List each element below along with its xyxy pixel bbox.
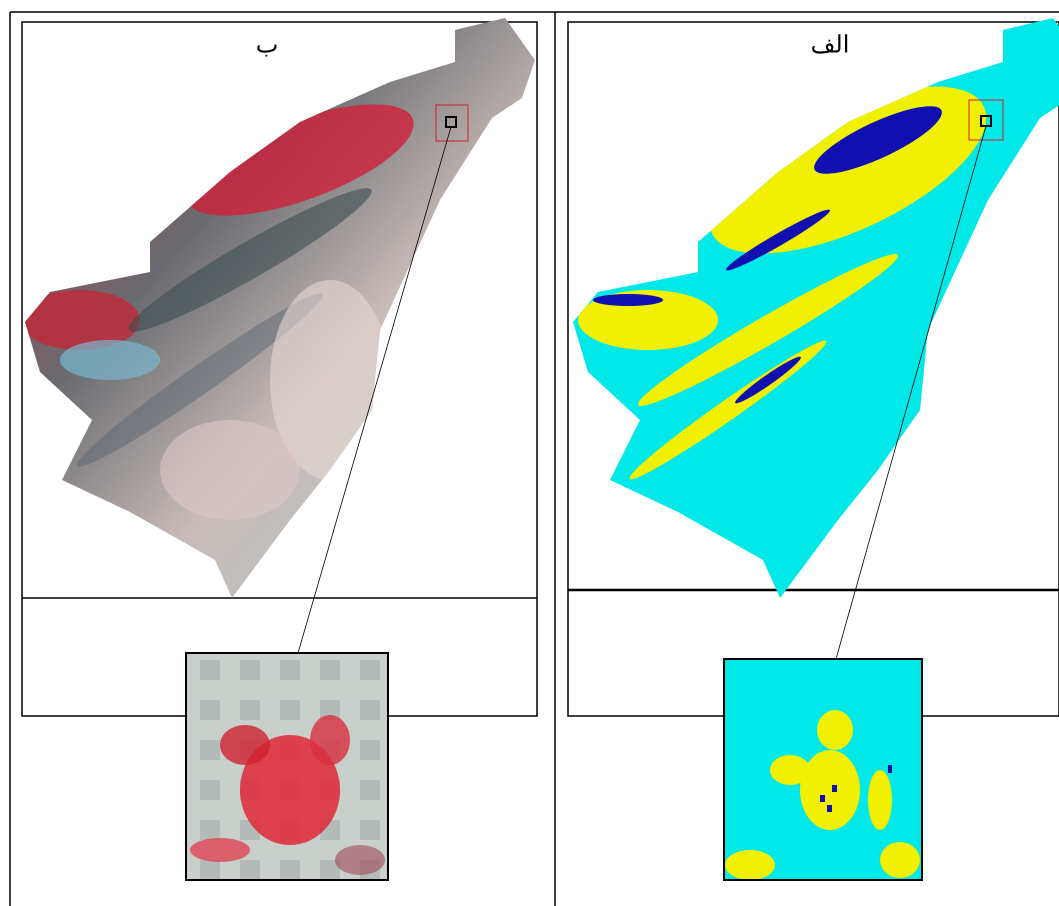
zoom-image [724,659,922,880]
panel-label: ب [256,31,279,59]
zoom-image [186,653,388,880]
satellite-map [20,15,540,605]
panel-label: الف [811,31,850,59]
figure: ب [0,0,1059,906]
classified-map [568,15,1059,605]
panel-left: ب [20,15,540,880]
panel-right: الف [568,15,1059,880]
